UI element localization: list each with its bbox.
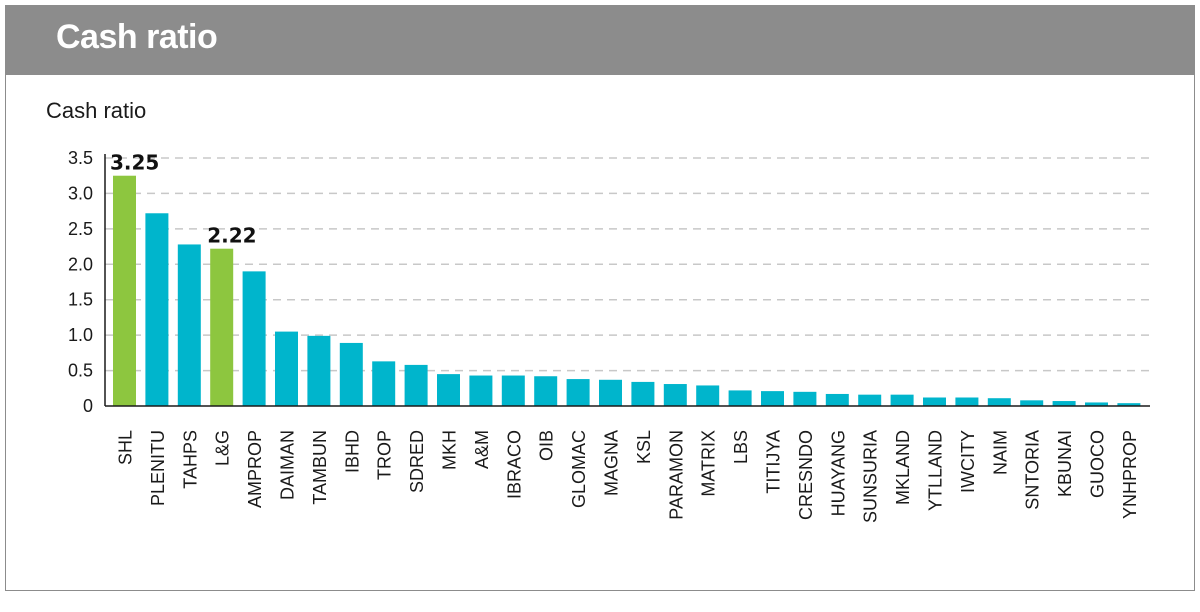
bar [825, 393, 849, 406]
x-tick-label: MAGNA [602, 430, 622, 496]
bar [599, 379, 622, 406]
bar [923, 397, 946, 406]
y-tick-label: 3.0 [68, 183, 93, 203]
x-tick-label: MATRIX [699, 430, 719, 497]
bar [177, 244, 201, 406]
x-tick-label: TROP [375, 430, 395, 480]
y-axis-title: Cash ratio [46, 98, 147, 123]
header-bar: Cash ratio [6, 6, 1194, 75]
x-tick-label: TAHPS [180, 430, 200, 489]
x-tick-label: HUAYANG [828, 430, 848, 516]
bar [339, 342, 363, 406]
x-tick-label: PLENITU [148, 430, 168, 506]
x-tick-label: MKH [440, 430, 460, 470]
x-tick-label: DAIMAN [278, 430, 298, 500]
bar [469, 375, 493, 406]
x-tick-label: AMPROP [245, 430, 265, 508]
bar [955, 397, 979, 406]
bar [113, 175, 136, 406]
x-tick-label: KSL [634, 430, 654, 464]
x-tick-label: A&M [472, 430, 492, 469]
y-tick-label: 3.5 [68, 148, 93, 168]
y-tick-label: 0 [83, 396, 93, 416]
page-title: Cash ratio [56, 18, 218, 56]
bar [728, 390, 752, 406]
x-tick-label: L&G [213, 430, 233, 466]
x-tick-label: SHL [116, 430, 136, 465]
bar [696, 385, 720, 406]
bar [793, 391, 817, 406]
bar [437, 374, 460, 406]
x-tick-label: SDRED [407, 430, 427, 493]
bar [534, 376, 558, 406]
x-tick-label: CRESNDO [796, 430, 816, 520]
x-tick-label: IBHD [342, 430, 362, 473]
x-tick-label: OIB [537, 430, 557, 461]
bar [210, 248, 234, 406]
y-tick-label: 0.5 [68, 361, 93, 381]
x-tick-label: GUOCO [1088, 430, 1108, 498]
x-tick-label: MKLAND [893, 430, 913, 505]
bar [631, 381, 655, 406]
y-tick-label: 1.0 [68, 325, 93, 345]
x-tick-label: IBRACO [504, 430, 524, 499]
y-tick-label: 2.0 [68, 254, 93, 274]
x-tick-label: IWCITY [958, 430, 978, 493]
bar [987, 398, 1011, 406]
x-tick-label: TAMBUN [310, 430, 330, 505]
bar [1052, 401, 1076, 406]
data-label: 3.25 [110, 151, 159, 175]
chart-frame: Cash ratio [5, 5, 1195, 591]
bar [1085, 402, 1108, 406]
bar [307, 335, 331, 406]
x-tick-label: SNTORIA [1023, 430, 1043, 510]
x-tick-label: TITIJYA [764, 430, 784, 494]
x-tick-label: YNHPROP [1120, 430, 1140, 519]
x-tick-label: NAIM [990, 430, 1010, 475]
x-tick-label: PARAMON [666, 430, 686, 520]
bar [663, 384, 687, 406]
x-tick-label: GLOMAC [569, 430, 589, 508]
y-tick-label: 2.5 [68, 219, 93, 239]
bar [858, 394, 882, 406]
x-tick-label: KBUNAI [1055, 430, 1075, 497]
bar [372, 361, 396, 406]
x-tick-label: LBS [731, 430, 751, 464]
bar [1117, 403, 1141, 406]
bar [890, 394, 914, 406]
bar [404, 364, 428, 406]
bar [242, 271, 266, 406]
data-label: 2.22 [207, 224, 256, 248]
x-tick-label: YTLLAND [926, 430, 946, 511]
bar [761, 391, 784, 406]
x-tick-label: SUNSURIA [861, 430, 881, 523]
bar [275, 331, 298, 406]
bar [1020, 400, 1044, 406]
y-tick-label: 1.5 [68, 290, 93, 310]
bar [145, 213, 169, 406]
bar [566, 379, 590, 406]
bar [501, 375, 525, 406]
